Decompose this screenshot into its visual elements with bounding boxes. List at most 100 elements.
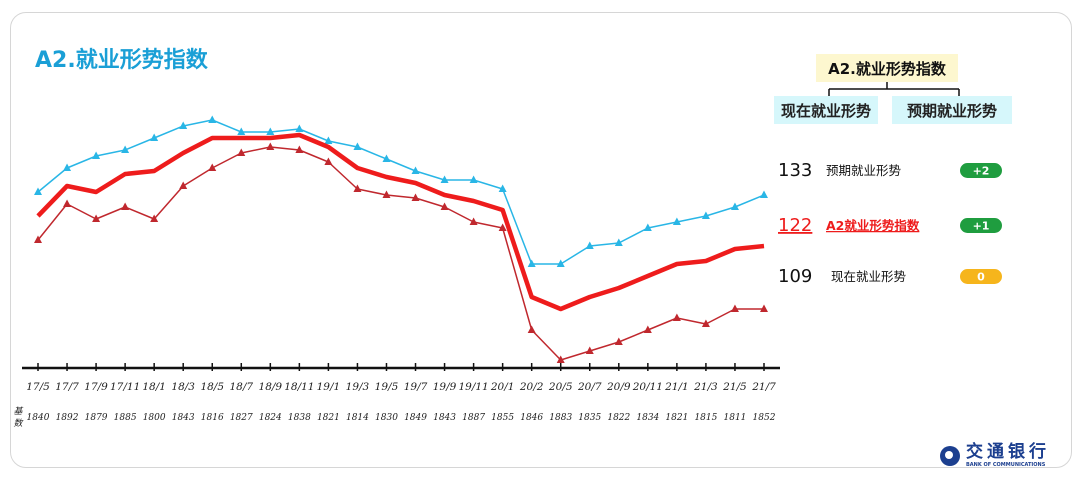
chart-card [10,12,1072,468]
x-tick-label: 18/9 [259,381,283,393]
base-count-label: 1834 [636,413,659,423]
series-point-2 [527,325,536,333]
base-count-label: 1811 [724,413,747,423]
base-count-label: 1849 [404,413,427,423]
base-count-label: 1852 [753,413,776,423]
x-tick-label: 18/1 [142,381,166,393]
series-point-0 [730,202,739,210]
legend-expected-label: 预期就业形势 [892,96,1012,124]
base-count-label: 1879 [85,413,108,423]
base-count-label: 1843 [433,413,456,423]
base-count-label: 1824 [259,413,282,423]
base-count-label: 1840 [27,413,50,423]
base-count-label: 1846 [520,413,543,423]
series-point-2 [208,163,217,171]
series-point-2 [150,214,159,222]
series-point-0 [411,166,420,174]
series-line-2 [37,146,764,361]
base-count-label: 1827 [230,413,253,423]
base-count-label: 1883 [549,413,572,423]
series-point-0 [382,154,391,162]
x-tick-label: 21/5 [722,381,747,393]
x-tick-label: 20/9 [606,381,631,393]
series-point-2 [701,319,710,327]
base-count-label: 1822 [607,413,630,423]
change-badge [960,269,1002,284]
base-count-label: 1843 [172,413,195,423]
end-series-label: 预期就业形势 [826,163,902,178]
series-point-2 [353,184,362,192]
series-point-0 [585,241,594,249]
series-point-2 [121,202,130,210]
series-point-0 [179,121,188,129]
series-point-2 [266,142,275,150]
series-line-1 [36,132,765,312]
series-point-0 [672,217,681,225]
series-point-2 [63,199,72,207]
series-point-0 [701,211,710,219]
change-badge-label: +1 [973,220,990,233]
series-point-2 [382,190,391,198]
base-count-label: 1892 [56,413,79,423]
base-count-label: 1800 [143,413,166,423]
base-count-label: 1814 [346,413,369,423]
x-tick-label: 19/5 [375,381,399,393]
x-tick-label: 19/9 [433,381,457,393]
series-point-0 [353,142,362,150]
change-badge-label: 0 [977,271,985,284]
x-tick-label: 18/7 [229,381,253,393]
x-tick-label: 20/1 [490,381,515,393]
series-point-0 [469,175,478,183]
base-label: 数 [13,418,23,429]
series-point-0 [34,187,42,195]
x-tick-label: 20/11 [632,381,663,393]
base-count-label: 1816 [201,413,224,423]
series-point-2 [730,304,739,312]
end-value-label: 109 [778,266,812,287]
bank-logo-icon [940,446,960,466]
series-point-2 [760,304,768,312]
base-count-label: 1821 [665,413,688,423]
base-label: 基 [13,406,23,417]
series-point-0 [643,223,652,231]
series-point-0 [266,127,275,135]
change-badge-label: +2 [973,165,990,178]
series-point-0 [440,175,449,183]
x-tick-label: 19/7 [404,381,428,393]
series-point-2 [179,181,188,189]
series-point-2 [556,355,565,363]
x-tick-label: 17/5 [26,381,50,393]
bank-logo: 交通银行 BANK OF COMMUNICATIONS [940,444,1050,468]
series-point-2 [237,148,246,156]
series-point-0 [324,136,333,144]
legend-main-label: A2.就业形势指数 [816,54,958,82]
x-tick-label: 18/3 [171,381,195,393]
series-point-2 [585,346,594,354]
base-count-label: 1855 [491,413,514,423]
x-tick-label: 18/11 [284,381,314,393]
end-series-label: 现在就业形势 [831,269,907,284]
series-point-2 [498,223,507,231]
base-count-label: 1885 [114,413,137,423]
change-badge [960,218,1002,233]
base-count-label: 1835 [578,413,601,423]
x-tick-label: 21/1 [664,381,689,393]
series-point-2 [672,313,681,321]
x-tick-label: 20/2 [519,381,544,393]
legend-current-label: 现在就业形势 [774,96,878,124]
series-point-2 [440,202,449,210]
series-point-0 [121,145,130,153]
page-title: A2.就业形势指数 [35,48,208,73]
series-point-0 [237,127,246,135]
series-point-2 [324,157,333,165]
series-point-2 [643,325,652,333]
series-point-0 [208,115,217,123]
end-value-label: 133 [778,160,812,181]
x-tick-label: 21/3 [693,381,718,393]
series-point-2 [92,214,101,222]
series-point-2 [614,337,623,345]
series-point-0 [556,259,565,267]
end-series-label: A2就业形势指数 [826,218,920,233]
